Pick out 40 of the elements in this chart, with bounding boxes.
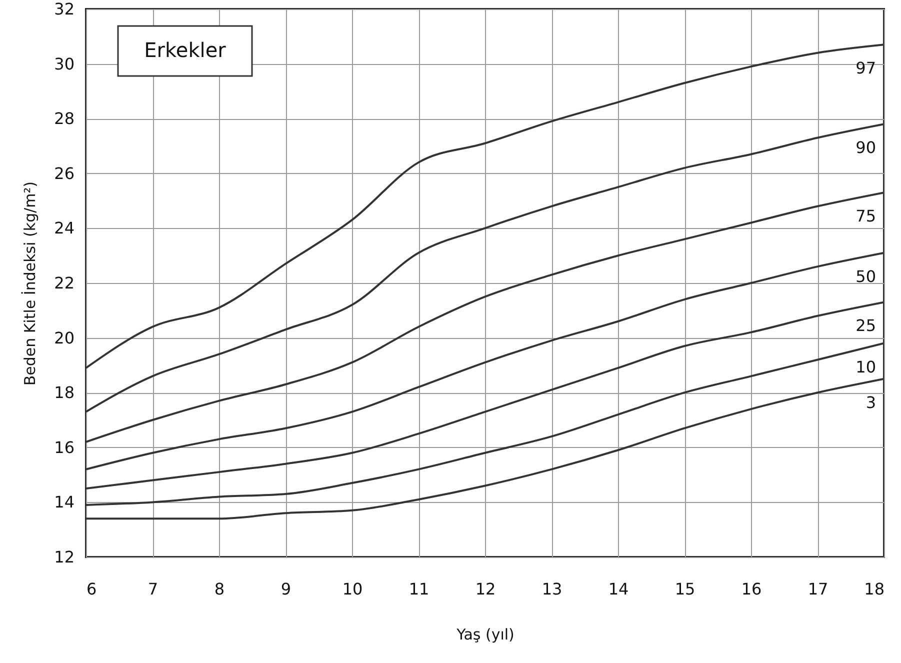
annotation: Erkekler [144, 38, 227, 62]
series-label: 50 [856, 266, 876, 286]
x-tick-label: 18 [864, 580, 884, 598]
x-tick-label: 12 [475, 580, 496, 598]
line-series [86, 192, 884, 443]
y-tick-label: 18 [54, 383, 74, 402]
x-tick-label: 14 [608, 580, 629, 598]
y-tick-label: 32 [54, 0, 74, 18]
x-tick-label: 17 [808, 580, 828, 598]
y-tick-label: 24 [54, 218, 74, 238]
x-tick-label: 11 [408, 580, 430, 598]
series-label: 90 [856, 138, 876, 158]
x-tick-label: 9 [280, 580, 292, 598]
line-series [86, 301, 884, 490]
y-tick-label: 14 [54, 492, 74, 512]
x-tick-label: 10 [342, 580, 363, 598]
x-axis-title: Yaş (yıl) [456, 626, 514, 644]
line-series [86, 378, 884, 520]
y-tick-label: 30 [54, 54, 74, 74]
series-label: 10 [856, 357, 876, 376]
line-series [86, 252, 884, 470]
line-series [86, 342, 884, 506]
x-tick-label: 13 [542, 580, 562, 598]
series-label: 3 [866, 392, 876, 412]
y-tick-label: 26 [54, 164, 74, 183]
y-tick-label: 22 [54, 274, 74, 292]
series-label: 97 [856, 58, 876, 78]
series-label: 75 [856, 206, 876, 226]
x-tick-label: 6 [86, 580, 97, 598]
x-tick-label: 7 [148, 580, 158, 598]
x-tick-label: 16 [741, 580, 762, 598]
y-tick-label: 16 [54, 438, 74, 457]
y-tick-label: 28 [54, 109, 74, 128]
y-tick-label: 20 [54, 328, 74, 348]
line-series [86, 123, 884, 413]
y-tick-label: 12 [54, 548, 74, 566]
x-tick-label: 8 [214, 580, 225, 598]
series-label: 25 [856, 316, 876, 336]
y-axis-title: Beden Kitle İndeksi (kg/m²) [21, 181, 40, 386]
x-tick-label: 15 [674, 580, 696, 598]
